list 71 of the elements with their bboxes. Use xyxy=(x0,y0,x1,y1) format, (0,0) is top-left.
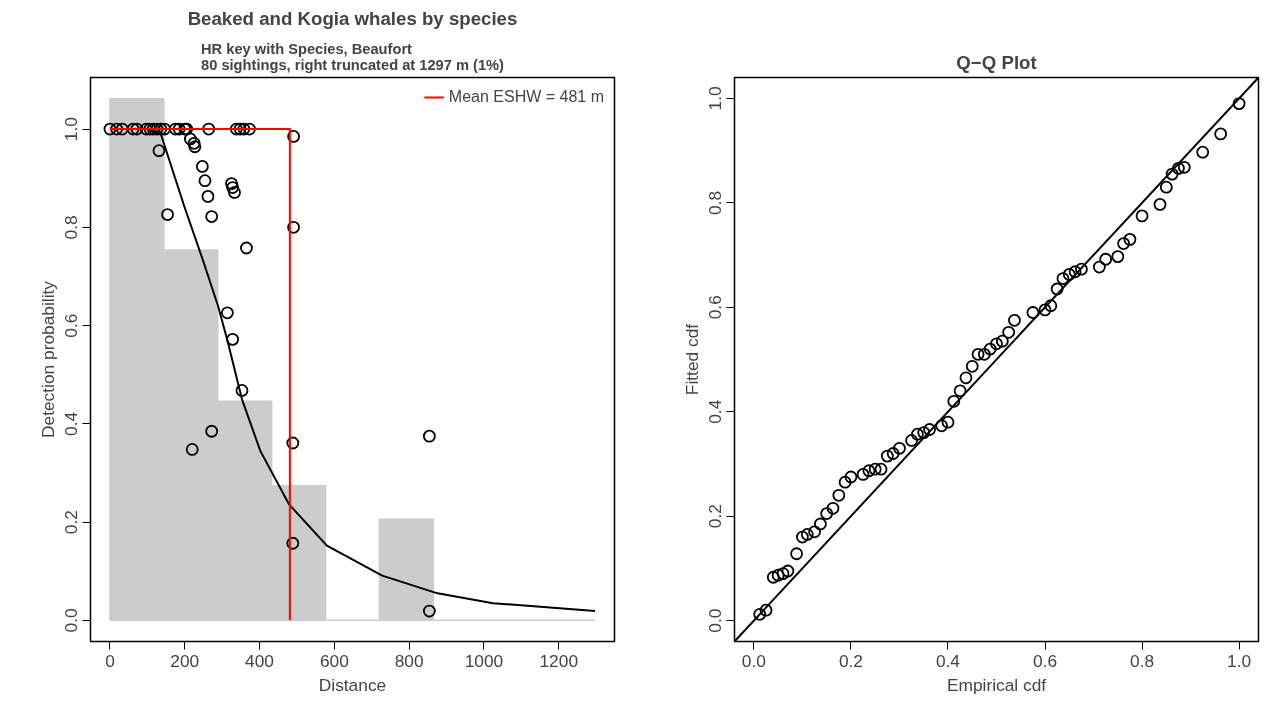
chart-title: Beaked and Kogia whales by species xyxy=(187,7,518,29)
y-tick-label: 0.8 xyxy=(61,215,82,240)
x-axis-title: Empirical cdf xyxy=(946,674,1047,695)
point xyxy=(183,132,197,146)
y-tick-label: 0.8 xyxy=(705,190,726,215)
point xyxy=(169,122,182,136)
point xyxy=(187,136,201,150)
point xyxy=(235,384,249,397)
point xyxy=(103,122,117,136)
point xyxy=(286,436,300,450)
y-tick-label: 0.4 xyxy=(705,399,726,424)
point xyxy=(240,241,253,255)
point xyxy=(201,190,215,203)
x-tick-label: 0.2 xyxy=(838,650,863,671)
point xyxy=(195,160,209,173)
point xyxy=(115,122,129,136)
x-tick-label: 0.4 xyxy=(935,650,961,671)
point xyxy=(205,424,219,438)
legend-label: Mean ESHW = 481 m xyxy=(448,88,604,106)
y-tick-label: 0.0 xyxy=(61,608,82,633)
y-tick-label: 0.2 xyxy=(61,510,82,535)
point xyxy=(126,122,140,136)
y-tick-label: 1.0 xyxy=(705,86,726,111)
point xyxy=(226,332,240,346)
x-tick-label: 1200 xyxy=(539,650,579,671)
y-tick-label: 0.4 xyxy=(61,411,82,436)
x-tick-label: 1000 xyxy=(464,650,504,671)
y-tick-label: 1.0 xyxy=(61,117,82,142)
point xyxy=(226,181,240,194)
point xyxy=(205,210,219,223)
x-tick-label: 0.0 xyxy=(741,650,766,671)
point xyxy=(188,140,202,154)
y-tick-label: 0.2 xyxy=(705,504,726,529)
point xyxy=(243,122,256,136)
point xyxy=(287,130,300,143)
x-tick-label: 1.0 xyxy=(1227,650,1252,671)
x-tick-label: 0 xyxy=(105,650,115,671)
y-tick-label: 0.6 xyxy=(705,295,726,320)
point xyxy=(185,443,199,456)
x-tick-label: 200 xyxy=(170,650,200,671)
point xyxy=(228,186,241,199)
point xyxy=(202,122,216,136)
point xyxy=(286,536,300,550)
point xyxy=(422,604,436,618)
x-tick-label: 0.6 xyxy=(1032,650,1058,671)
y-tick-label: 0.0 xyxy=(705,608,726,633)
point xyxy=(158,122,171,136)
x-axis-title: Distance xyxy=(318,674,387,695)
point xyxy=(139,122,153,136)
x-tick-label: 0.8 xyxy=(1130,650,1155,671)
point xyxy=(198,174,212,188)
chart-title: Q−Q Plot xyxy=(956,51,1037,73)
point xyxy=(287,220,300,234)
point xyxy=(130,122,144,136)
point xyxy=(229,122,243,136)
point xyxy=(225,177,238,191)
y-axis-title: Detection probability xyxy=(37,280,58,438)
y-axis-title: Fitted cdf xyxy=(681,323,702,396)
point xyxy=(110,122,124,136)
x-tick-label: 400 xyxy=(245,650,275,671)
point xyxy=(172,122,186,136)
x-tick-label: 600 xyxy=(319,650,349,671)
point xyxy=(161,208,174,221)
point xyxy=(220,306,234,320)
y-tick-label: 0.6 xyxy=(61,313,82,338)
point xyxy=(422,429,436,443)
point xyxy=(237,122,251,136)
point xyxy=(152,144,166,158)
chart-subtitle: HR key with Species, Beaufort 80 sightings, right truncated at 1297 m (1%) xyxy=(201,40,505,73)
x-tick-label: 800 xyxy=(394,650,424,671)
point xyxy=(233,122,247,136)
